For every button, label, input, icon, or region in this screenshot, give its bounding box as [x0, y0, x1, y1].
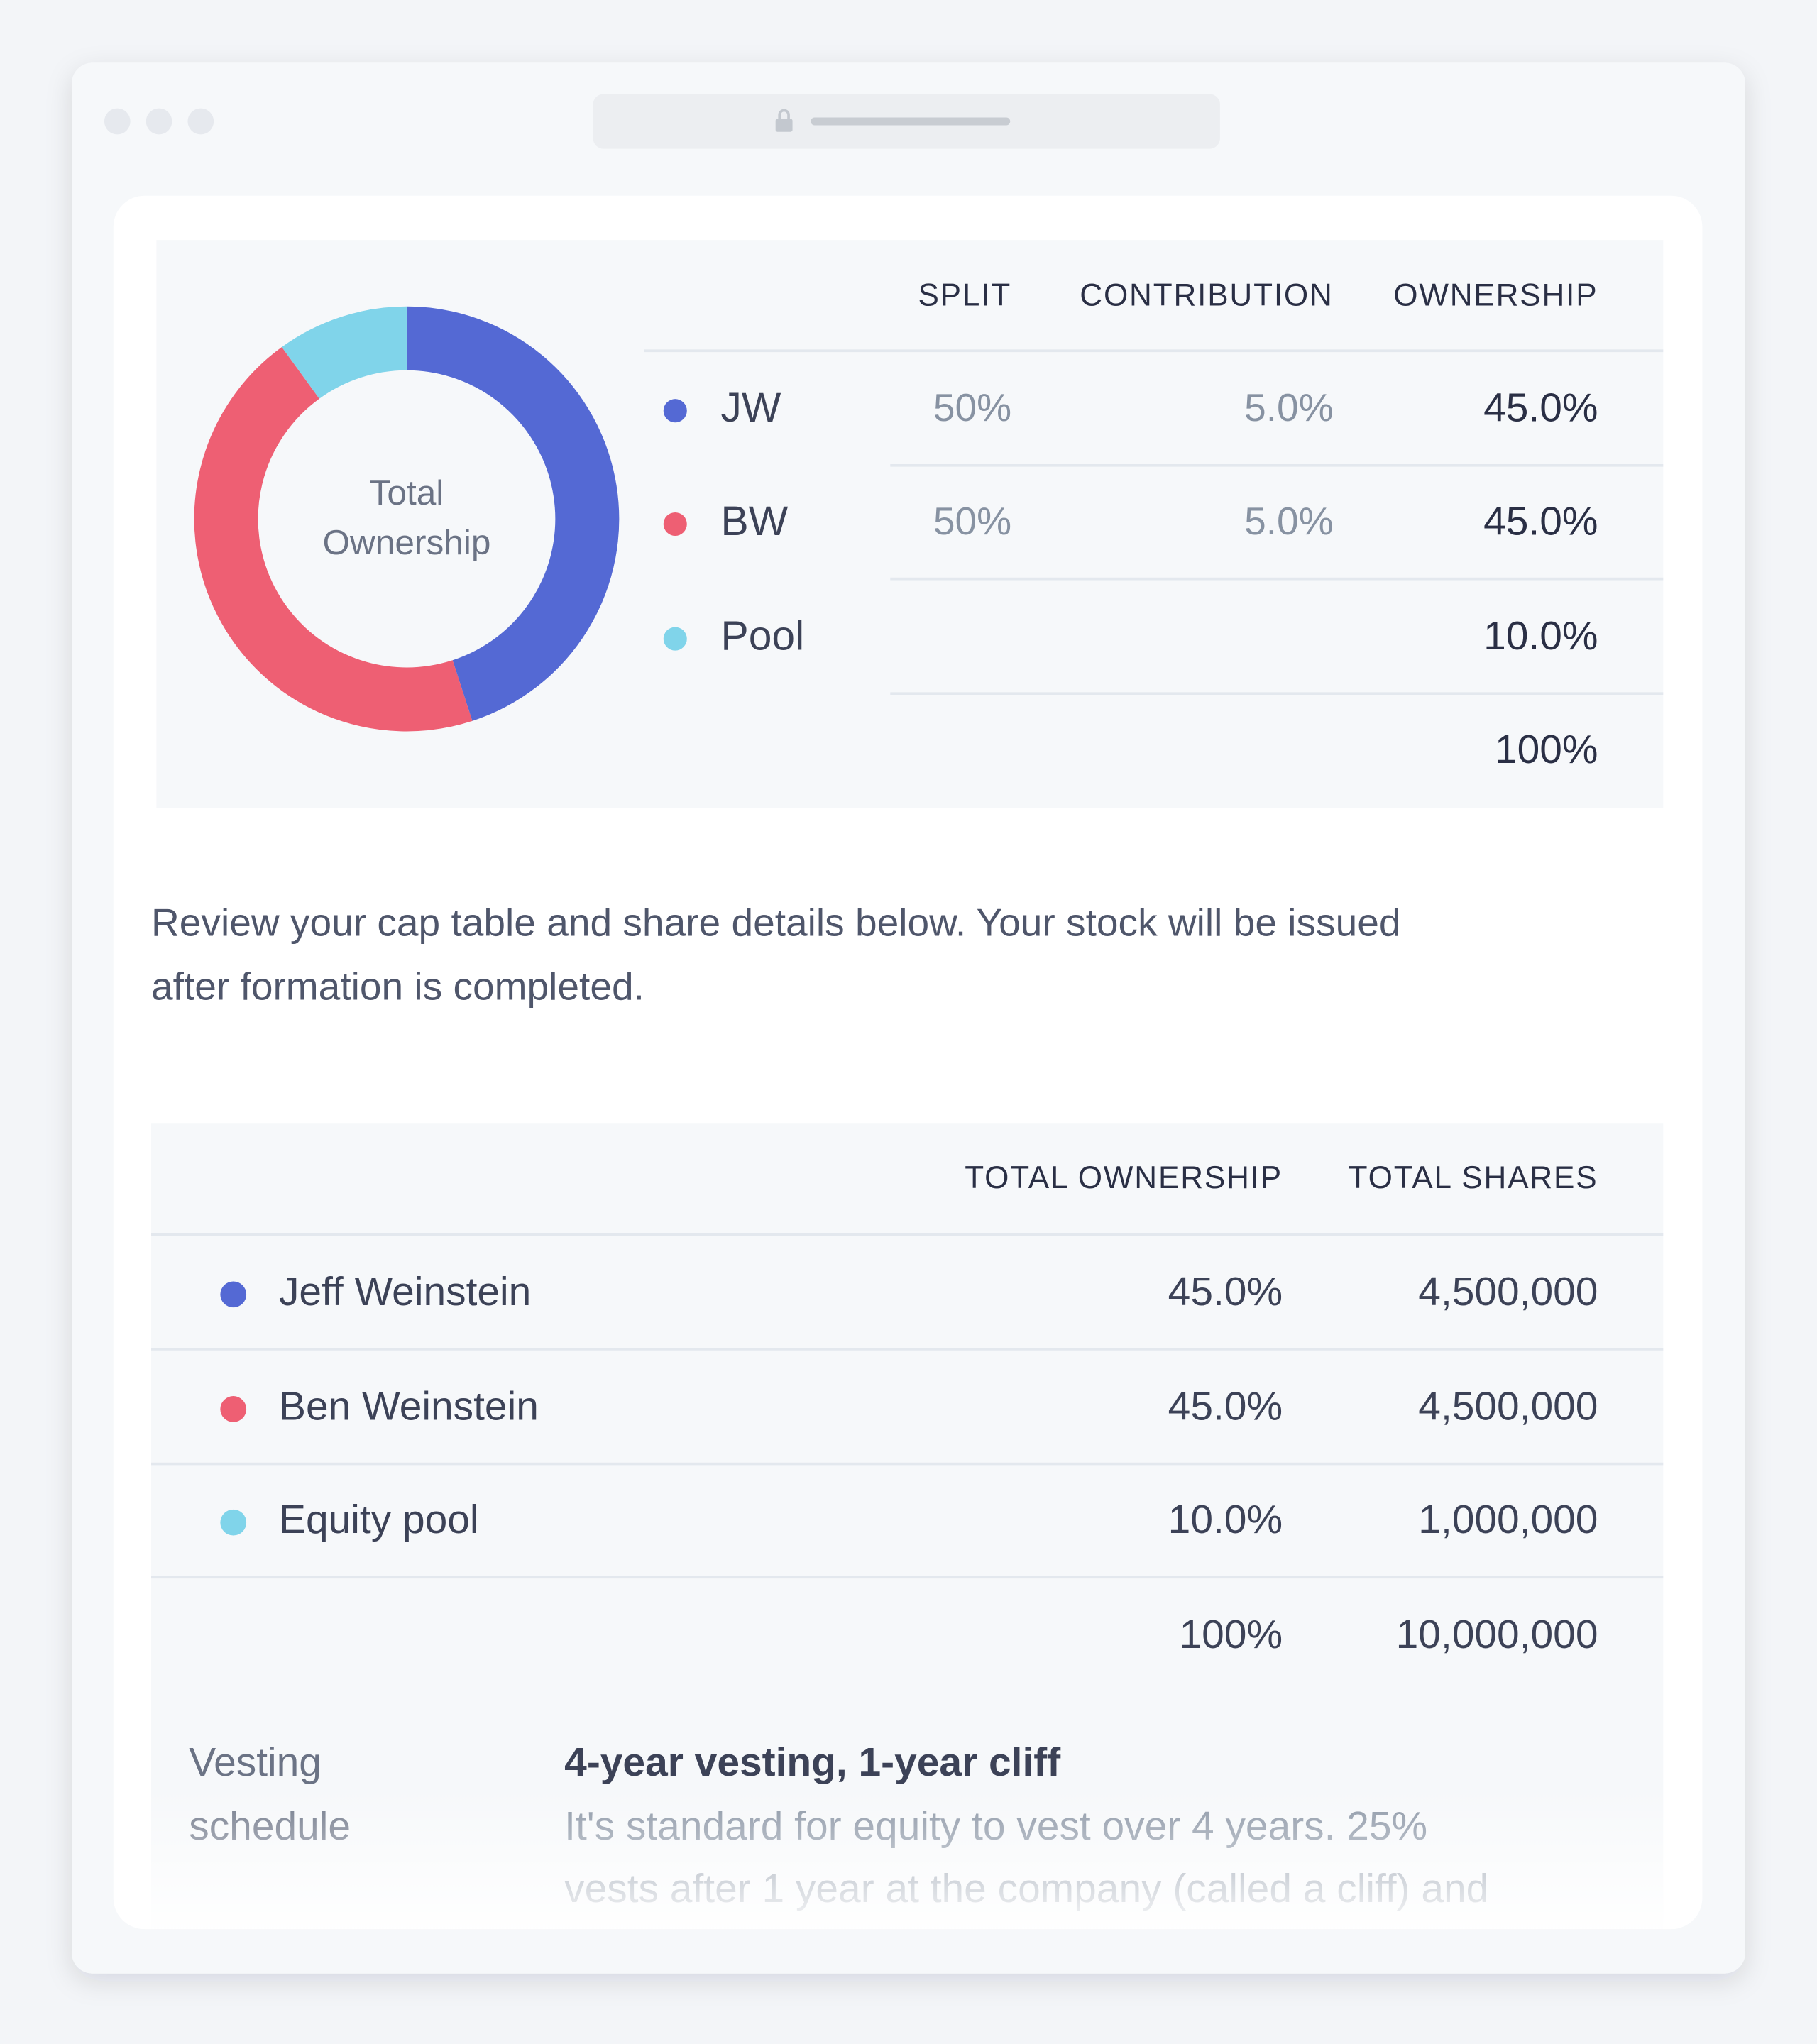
lock-icon: [775, 109, 793, 132]
total-shares: 1,000,000: [1418, 1497, 1598, 1542]
total-ownership: 10.0%: [1168, 1497, 1283, 1542]
split: 50%: [933, 385, 1011, 429]
total-ownership: 45.0%: [1168, 1383, 1283, 1429]
total-ownership: 45.0%: [1168, 1269, 1283, 1314]
legend-label: BW: [721, 498, 789, 544]
column-header: TOTAL SHARES: [1349, 1160, 1598, 1195]
total-shares: 4,500,000: [1418, 1383, 1598, 1429]
legend-dot: [663, 399, 687, 423]
legend-dot: [663, 512, 687, 537]
total-shares: 4,500,000: [1418, 1269, 1598, 1314]
holder-name: Ben Weinstein: [279, 1383, 539, 1429]
fade-overlay: [113, 1786, 1703, 1930]
contribution: 5.0%: [1244, 499, 1334, 543]
row-dot: [220, 1281, 247, 1308]
ownership: 45.0%: [1483, 385, 1598, 431]
url-placeholder: [811, 117, 1011, 126]
legend-label: JW: [721, 385, 781, 431]
vesting-label: Vesting: [189, 1740, 322, 1785]
holder-name: Jeff Weinstein: [279, 1269, 531, 1314]
row-dot: [220, 1509, 247, 1536]
column-header: SPLIT: [918, 278, 1011, 313]
donut-center-label: Ownership: [322, 522, 490, 562]
window-maximize[interactable]: [187, 108, 214, 135]
intro-text: Review your cap table and share details …: [151, 901, 1400, 945]
row-dot: [220, 1396, 247, 1422]
ownership-total: 100%: [1495, 727, 1598, 772]
ownership: 10.0%: [1483, 613, 1598, 659]
donut-segment: [194, 346, 473, 732]
vesting-title: 4-year vesting, 1-year cliff: [564, 1740, 1061, 1785]
split: 50%: [933, 499, 1011, 543]
column-header: TOTAL OWNERSHIP: [965, 1160, 1283, 1195]
ownership: 45.0%: [1483, 499, 1598, 544]
donut-segment: [282, 306, 407, 400]
window-close[interactable]: [104, 108, 131, 135]
column-header: OWNERSHIP: [1393, 278, 1598, 313]
ownership-total: 100%: [1180, 1612, 1283, 1657]
legend-dot: [663, 627, 687, 651]
intro-text: after formation is completed.: [151, 965, 644, 1009]
donut-center-label: Total: [370, 473, 444, 512]
contribution: 5.0%: [1244, 385, 1334, 429]
holder-name: Equity pool: [279, 1497, 479, 1542]
donut-segment: [406, 306, 620, 721]
shares-total: 10,000,000: [1396, 1612, 1598, 1657]
column-header: CONTRIBUTION: [1080, 278, 1333, 313]
window-minimize[interactable]: [146, 108, 172, 135]
legend-label: Pool: [721, 613, 805, 659]
